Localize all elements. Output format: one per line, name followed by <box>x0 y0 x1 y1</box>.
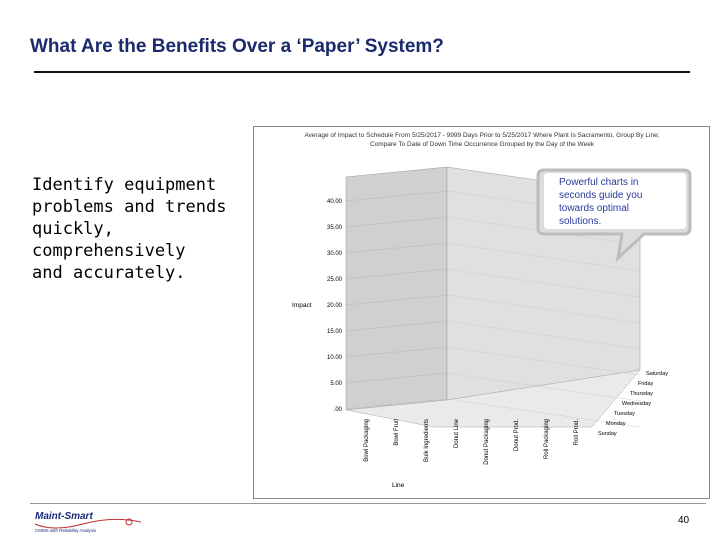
gridline <box>345 320 448 332</box>
maint-smart-logo: Maint-Smart CMMS with Reliability Analys… <box>33 508 143 536</box>
gridline <box>446 242 641 272</box>
series-labels: Saturday Friday Thursday Wednesday Tuesday Mo… <box>598 371 668 437</box>
gridline <box>345 372 448 384</box>
chart-floor <box>345 369 641 428</box>
logo-name: Maint-Smart <box>35 511 93 522</box>
x-category-label: Bulk Ingredients <box>424 419 430 462</box>
y-tick-label: 30.00 <box>327 251 343 257</box>
y-tick-label: 25.00 <box>327 277 343 283</box>
slide-title: What Are the Benefits Over a ‘Paper’ Sys… <box>30 36 444 57</box>
gridline <box>446 372 641 402</box>
gridline <box>345 268 448 280</box>
gridline <box>345 242 448 254</box>
footer-divider <box>30 503 706 504</box>
callout-line-2: seconds guide you <box>559 190 642 201</box>
y-tick-label: 5.00 <box>330 381 342 387</box>
x-category-label: Bowl Packaging <box>364 419 370 462</box>
series-label: Sunday <box>598 431 617 437</box>
chart-3d-bar: Average of Impact to Schedule From 5/25/… <box>292 132 692 489</box>
chart-frame: Average of Impact to Schedule From 5/25/… <box>253 126 710 499</box>
gridline <box>446 268 641 298</box>
callout-bubble: Powerful charts in seconds guide you tow… <box>536 168 692 263</box>
gridline <box>345 346 448 358</box>
x-category-label: Donut Packaging <box>484 419 490 465</box>
series-label: Monday <box>606 421 626 427</box>
y-tick-label: 10.00 <box>327 355 343 361</box>
series-label: Thursday <box>630 391 653 397</box>
callout-line-4: solutions. <box>559 216 601 227</box>
gridline <box>345 398 448 410</box>
series-label: Wednesday <box>622 401 651 407</box>
body-text: Identify equipment problems and trends q… <box>32 175 227 283</box>
x-axis-categories: Bowl Packaging Bowl Fruit Bulk Ingredients… <box>364 418 580 464</box>
y-tick-label: 40.00 <box>327 199 343 205</box>
chart-title-line-2: Compare To Date of Down Time Occurrence … <box>370 141 595 148</box>
x-category-label: Roll Prod. <box>574 419 580 446</box>
y-tick-label: .00 <box>334 407 343 413</box>
gridline <box>446 346 641 376</box>
x-category-label: Donut Prod. <box>514 419 520 451</box>
y-axis-ticks: 40.00 35.00 30.00 25.00 20.00 15.00 10.00 5.00.… <box>327 199 343 413</box>
y-axis-label: Impact <box>292 302 312 309</box>
x-category-label: Donut Line <box>454 418 460 448</box>
x-category-label: Roll Packaging <box>544 419 550 459</box>
x-category-label: Bowl Fruit <box>394 419 400 446</box>
gridline <box>345 294 448 306</box>
y-tick-label: 15.00 <box>327 329 343 335</box>
title-divider <box>34 71 690 73</box>
callout-line-1: Powerful charts in <box>559 177 638 188</box>
page-number: 40 <box>678 515 690 526</box>
y-tick-label: 35.00 <box>327 225 343 231</box>
x-axis-label: Line <box>392 482 405 489</box>
chart-title-line-1: Average of Impact to Schedule From 5/25/… <box>304 132 659 139</box>
series-label: Tuesday <box>614 411 635 417</box>
chart-back-wall <box>345 166 448 411</box>
gridline <box>345 190 448 202</box>
series-label: Friday <box>638 381 654 387</box>
gridline <box>446 294 641 324</box>
y-tick-label: 20.00 <box>327 303 343 309</box>
callout-line-3: towards optimal <box>559 203 629 214</box>
gridline <box>446 320 641 350</box>
series-label: Saturday <box>646 371 668 377</box>
chart-gridlines <box>345 190 641 428</box>
gridline <box>446 398 641 428</box>
logo-tagline: CMMS with Reliability Analysis <box>35 528 97 533</box>
gridline <box>345 216 448 228</box>
